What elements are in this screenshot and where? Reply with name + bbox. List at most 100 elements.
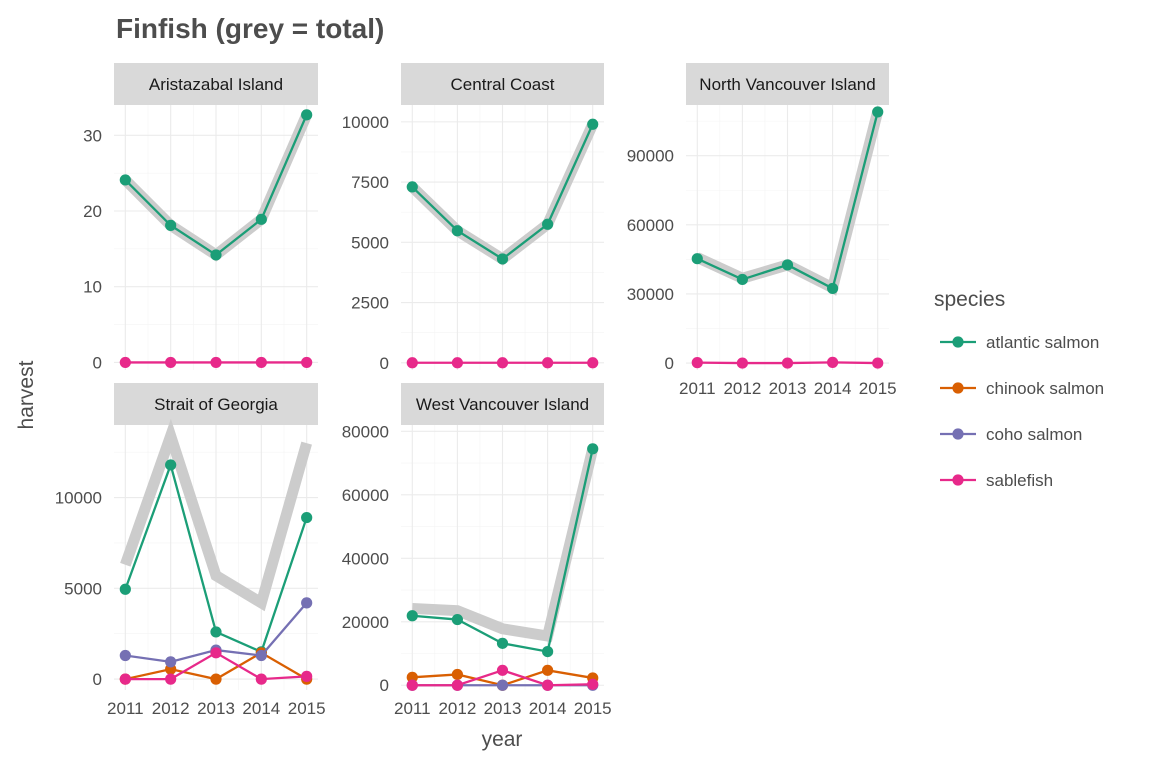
data-point: [255, 213, 267, 225]
data-point: [210, 249, 222, 261]
data-point: [119, 174, 131, 186]
y-tick-label: 30000: [627, 285, 674, 304]
panel-west-vancouver-island: West Vancouver Island 0 20000 40000 60000 800…: [342, 383, 612, 718]
panel-aristazabal-island: Aristazabal Island 0 10 20 30: [83, 63, 318, 372]
series-atlantic-salmon: [406, 118, 599, 265]
facet-strip: [401, 63, 604, 105]
legend-item-coho-salmon: coho salmon: [940, 425, 1082, 444]
data-point: [165, 459, 177, 471]
data-point: [736, 357, 748, 369]
series-atlantic-salmon: [119, 109, 313, 261]
data-point: [210, 673, 222, 685]
data-point: [496, 679, 509, 691]
y-tick-label: 60000: [627, 216, 674, 235]
y-tick-label: 20000: [342, 613, 389, 632]
data-point: [210, 356, 222, 369]
x-tick-label: 2012: [723, 379, 761, 398]
data-point: [165, 656, 177, 668]
data-point: [496, 637, 509, 649]
series-atlantic-salmon: [691, 106, 884, 295]
facet-strip: [114, 63, 318, 105]
x-tick-label: 2014: [814, 379, 852, 398]
data-point: [165, 219, 177, 231]
data-point: [542, 664, 554, 676]
facet-label: Central Coast: [451, 75, 555, 94]
series-sablefish: [119, 356, 313, 369]
data-point: [301, 670, 313, 682]
legend-key-point: [952, 336, 964, 348]
y-tick-label: 10000: [342, 113, 389, 132]
x-tick-label: 2014: [529, 699, 567, 718]
y-tick-label: 7500: [351, 173, 389, 192]
data-point: [827, 356, 839, 368]
data-point: [301, 356, 313, 369]
series-sablefish: [691, 356, 884, 369]
data-point: [827, 282, 839, 295]
legend-title: species: [934, 288, 1005, 311]
y-tick-label: 5000: [64, 579, 102, 598]
data-point: [119, 356, 131, 369]
y-axis-title: harvest: [15, 360, 38, 429]
x-tick-label: 2015: [859, 379, 897, 398]
facet-strip: [114, 383, 318, 425]
data-point: [587, 678, 599, 690]
data-point: [119, 673, 131, 685]
x-axis-title: year: [482, 728, 523, 751]
series-sablefish: [406, 357, 599, 369]
data-point: [736, 273, 748, 286]
data-point: [406, 679, 418, 691]
x-tick-label: 2011: [394, 699, 431, 718]
data-point: [119, 583, 131, 595]
y-tick-label: 10: [83, 278, 102, 297]
x-tick-label: 2012: [152, 699, 190, 718]
data-point: [587, 357, 599, 369]
y-tick-label: 5000: [351, 233, 389, 252]
data-point: [406, 610, 418, 622]
legend-item-sablefish: sablefish: [940, 471, 1053, 490]
data-point: [781, 357, 794, 369]
legend-key-point: [952, 474, 964, 486]
x-tick-label: 2011: [107, 699, 144, 718]
x-tick-label: 2011: [679, 379, 716, 398]
legend: species atlantic salmon chinook salmon coh…: [934, 288, 1104, 490]
data-point: [587, 118, 599, 130]
chart-title: Finfish (grey = total): [116, 13, 384, 44]
facet-strip: [686, 63, 889, 105]
y-tick-label: 0: [93, 353, 102, 372]
legend-key-point: [952, 382, 964, 394]
data-point: [406, 181, 418, 193]
data-point: [165, 673, 177, 685]
y-tick-label: 20: [83, 202, 102, 221]
x-tick-label: 2013: [484, 699, 522, 718]
legend-item-chinook-salmon: chinook salmon: [940, 379, 1104, 398]
data-point: [406, 671, 418, 683]
data-point: [119, 649, 131, 662]
data-point: [255, 673, 267, 685]
panel-north-vancouver-island: North Vancouver Island 0 30000 60000 90000 20…: [627, 63, 897, 398]
x-tick-label: 2015: [288, 699, 326, 718]
y-tick-label: 80000: [342, 422, 389, 441]
y-tick-label: 0: [380, 354, 389, 373]
data-point: [542, 679, 554, 691]
legend-item-atlantic-salmon: atlantic salmon: [940, 333, 1099, 352]
facet-label: West Vancouver Island: [416, 395, 589, 414]
data-point: [451, 357, 463, 369]
series-sablefish: [119, 647, 313, 685]
data-point: [451, 668, 463, 681]
data-point: [691, 253, 703, 265]
data-point: [210, 647, 222, 659]
y-tick-label: 90000: [627, 147, 674, 166]
y-tick-label: 0: [380, 676, 389, 695]
legend-label: coho salmon: [986, 425, 1082, 444]
data-point: [301, 511, 313, 524]
legend-label: atlantic salmon: [986, 333, 1099, 352]
data-point: [301, 597, 313, 609]
facet-label: Aristazabal Island: [149, 75, 283, 94]
facet-strip: [401, 383, 604, 425]
total-line: [412, 447, 599, 643]
data-point: [542, 645, 554, 658]
facet-label: North Vancouver Island: [699, 75, 875, 94]
y-tick-label: 2500: [351, 294, 389, 313]
data-point: [255, 356, 267, 369]
